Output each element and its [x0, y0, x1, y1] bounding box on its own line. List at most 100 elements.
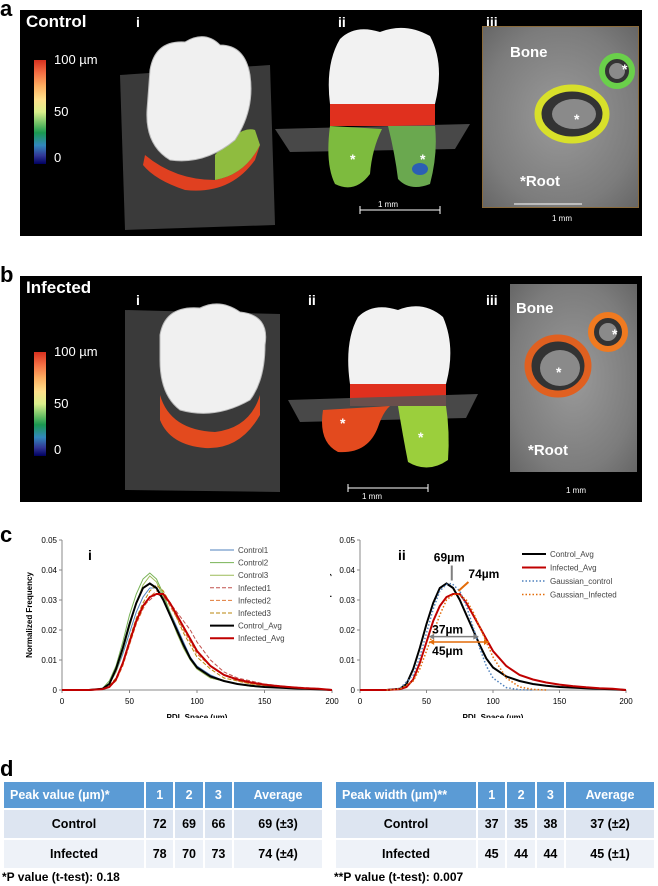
- legend-label: Control3: [238, 571, 269, 580]
- table-cell: 66: [204, 810, 233, 838]
- x-tick-label: 0: [358, 697, 363, 706]
- peak-value-table: Peak value (µm)* 1 2 3 Average Control 7…: [2, 780, 324, 870]
- peak-value-p-note: *P value (t-test): 0.18: [2, 870, 120, 884]
- y-tick-label: 0: [53, 686, 58, 695]
- legend-label: Control2: [238, 559, 269, 568]
- series-line-infected3: [62, 584, 333, 691]
- chart-sub-label: i: [88, 547, 92, 563]
- chart-ii: 0 50 100 150 200 0 0.01 0.02 0.03 0.04 0.05 PDL Spa…: [330, 536, 633, 718]
- peak-annotation: 74µm: [468, 567, 499, 581]
- table-header-row: Peak value (µm)* 1 2 3 Average: [4, 782, 322, 808]
- panel-a-sub-ii: ii: [338, 14, 346, 30]
- x-tick-label: 0: [60, 697, 65, 706]
- infected-scale-label-iii: 1 mm: [566, 486, 586, 495]
- series-line-infected-avg: [360, 593, 627, 691]
- arrow-head: [429, 639, 435, 645]
- table-cell: 74 (±4): [234, 840, 322, 868]
- panel-a-sub-i: i: [136, 14, 140, 30]
- table-cell: 73: [204, 840, 233, 868]
- peak-arrow: [457, 581, 470, 592]
- table-header-cell: 3: [204, 782, 233, 808]
- table-header-cell: 2: [507, 782, 535, 808]
- panel-a-image: Control i ii iii 100 µm 50 0 * * 1 mm * …: [20, 10, 642, 236]
- legend-label: Infected_Avg: [238, 634, 285, 643]
- table-cell: Control: [4, 810, 144, 838]
- width-annotation: 45µm: [432, 644, 463, 658]
- y-tick-label: 0: [351, 686, 356, 695]
- legend-label: Control_Avg: [238, 622, 282, 631]
- legend-label: Gaussian_Infected: [550, 591, 617, 600]
- panel-letter-b: b: [0, 262, 14, 287]
- table-header-cell: 1: [478, 782, 506, 808]
- legend-label: Infected1: [238, 584, 271, 593]
- y-tick-label: 0.02: [41, 626, 57, 635]
- colorbar-max-label: 100 µm: [54, 52, 98, 67]
- series-line-control2: [62, 572, 333, 691]
- infected-slice-star-1: *: [556, 364, 562, 380]
- table-header-cell: Average: [566, 782, 654, 808]
- infected-scale-label-ii: 1 mm: [362, 492, 382, 501]
- control-scale-label-ii: 1 mm: [378, 200, 398, 209]
- colorbar: [34, 352, 46, 456]
- series-line-control3: [62, 575, 333, 691]
- table-row: Infected 78 70 73 74 (±4): [4, 840, 322, 868]
- control-slice-star-1: *: [574, 111, 580, 127]
- series-line-control-avg: [360, 582, 627, 691]
- control-pdl-rings: * *: [514, 53, 635, 205]
- table-cell: 69 (±3): [234, 810, 322, 838]
- infected-tooth-3d-image: [125, 303, 280, 492]
- colorbar-mid-label: 50: [54, 396, 69, 411]
- panel-a-sub-iii: iii: [486, 14, 498, 30]
- infected-tooth-plane-image: * *: [288, 306, 478, 492]
- series-line-gaussian-infected: [386, 593, 547, 691]
- arrow-head: [429, 633, 435, 640]
- legend-label: Infected2: [238, 596, 271, 605]
- y-axis-label: Normalized Frequency: [25, 572, 34, 658]
- x-tick-label: 150: [553, 697, 567, 706]
- y-tick-label: 0.05: [41, 536, 57, 545]
- table-header-cell: Peak value (µm)*: [4, 782, 144, 808]
- legend-label: Gaussian_control: [550, 577, 612, 586]
- panel-b-sub-i: i: [136, 292, 140, 308]
- table-cell: 35: [507, 810, 535, 838]
- series-line-gaussian-control: [386, 582, 533, 691]
- panel-letter-d: d: [0, 756, 14, 781]
- table-cell: 37 (±2): [566, 810, 654, 838]
- table-cell: 78: [146, 840, 174, 868]
- x-tick-label: 100: [190, 697, 204, 706]
- table-row: Control 37 35 38 37 (±2): [336, 810, 654, 838]
- series-line-control-avg: [62, 582, 333, 691]
- legend-label: Control_Avg: [550, 550, 594, 559]
- series-line-control1: [62, 587, 333, 691]
- panel-b-sub-ii: ii: [308, 292, 316, 308]
- table-cell: 38: [536, 810, 565, 838]
- table-cell: 44: [536, 840, 565, 868]
- table-header-cell: Average: [234, 782, 322, 808]
- table-header-cell: 2: [175, 782, 203, 808]
- table-header-row: Peak width (µm)** 1 2 3 Average: [336, 782, 654, 808]
- y-tick-label: 0.04: [339, 566, 355, 575]
- x-tick-label: 50: [422, 697, 431, 706]
- x-tick-label: 200: [325, 697, 339, 706]
- infected-root-star-1: *: [340, 415, 346, 431]
- legend-label: Infected_Avg: [550, 564, 597, 573]
- legend-label: Control1: [238, 546, 269, 555]
- peak-annotation: 69µm: [434, 551, 465, 565]
- x-axis-label: PDL Space (µm): [463, 713, 524, 718]
- colorbar-min-label: 0: [54, 150, 62, 165]
- panel-b-image: Infected i ii iii 100 µm 50 0 * * 1 mm *…: [20, 276, 642, 502]
- table-row: Infected 45 44 44 45 (±1): [336, 840, 654, 868]
- x-tick-label: 200: [619, 697, 633, 706]
- control-root-star-1: *: [350, 151, 356, 167]
- table-cell: 72: [146, 810, 174, 838]
- series-line-infected-avg: [62, 593, 333, 691]
- control-root-label: *Root: [520, 173, 560, 190]
- x-tick-label: 50: [125, 697, 134, 706]
- table-cell: 45 (±1): [566, 840, 654, 868]
- table-cell: 37: [478, 810, 506, 838]
- chart-sub-label: ii: [398, 547, 406, 563]
- colorbar-min-label: 0: [54, 442, 62, 457]
- table-cell: 44: [507, 840, 535, 868]
- legend-label: Infected3: [238, 609, 271, 618]
- control-scale-label-iii: 1 mm: [552, 214, 572, 223]
